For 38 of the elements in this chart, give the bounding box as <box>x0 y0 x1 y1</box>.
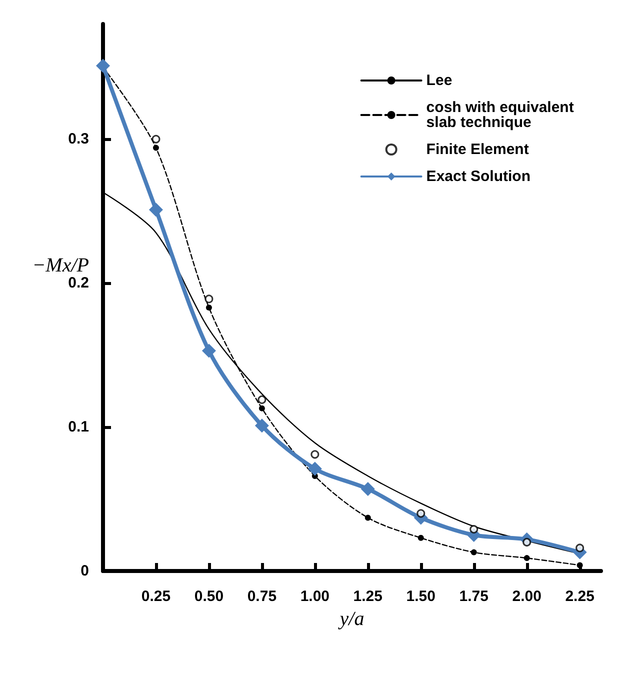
x-tick-label: 1.00 <box>300 588 330 605</box>
legend-label: Finite Element <box>426 141 529 158</box>
x-tick-label: 0.75 <box>247 588 277 605</box>
x-tick-label: 0.50 <box>194 588 224 605</box>
point <box>308 462 322 476</box>
x-tick-label: 2.25 <box>565 588 594 605</box>
y-tick-label: 0.3 <box>68 130 89 148</box>
x-axis-title: y/a <box>338 608 364 630</box>
y-tick-label: 0 <box>80 562 89 580</box>
y-axis-title: −Mx/P <box>32 254 89 277</box>
point <box>254 418 269 433</box>
legend-label: Exact Solution <box>426 168 530 185</box>
point <box>310 450 320 459</box>
legend-label: cosh with equivalent slab technique <box>426 99 578 131</box>
x-tick-label: 0.25 <box>141 588 171 605</box>
x-tick-label: 2.00 <box>512 588 542 605</box>
point <box>152 144 159 151</box>
point <box>206 304 212 311</box>
point <box>470 549 477 556</box>
y-tick-label: 0.2 <box>68 274 89 292</box>
x-tick-label: 1.25 <box>353 588 382 605</box>
point <box>360 482 375 496</box>
point <box>204 294 214 304</box>
point <box>576 562 583 568</box>
point <box>258 395 266 404</box>
x-tick-label: 1.75 <box>459 588 488 605</box>
point <box>148 202 163 217</box>
point <box>258 405 265 412</box>
point <box>364 514 371 521</box>
point <box>202 344 216 358</box>
point <box>152 134 160 144</box>
point <box>470 525 478 534</box>
point <box>418 534 424 541</box>
legend-label: Lee <box>426 72 452 89</box>
point <box>524 555 530 562</box>
point <box>96 58 110 73</box>
x-tick-label: 1.50 <box>406 588 436 605</box>
y-tick-label: 0.1 <box>68 418 89 436</box>
